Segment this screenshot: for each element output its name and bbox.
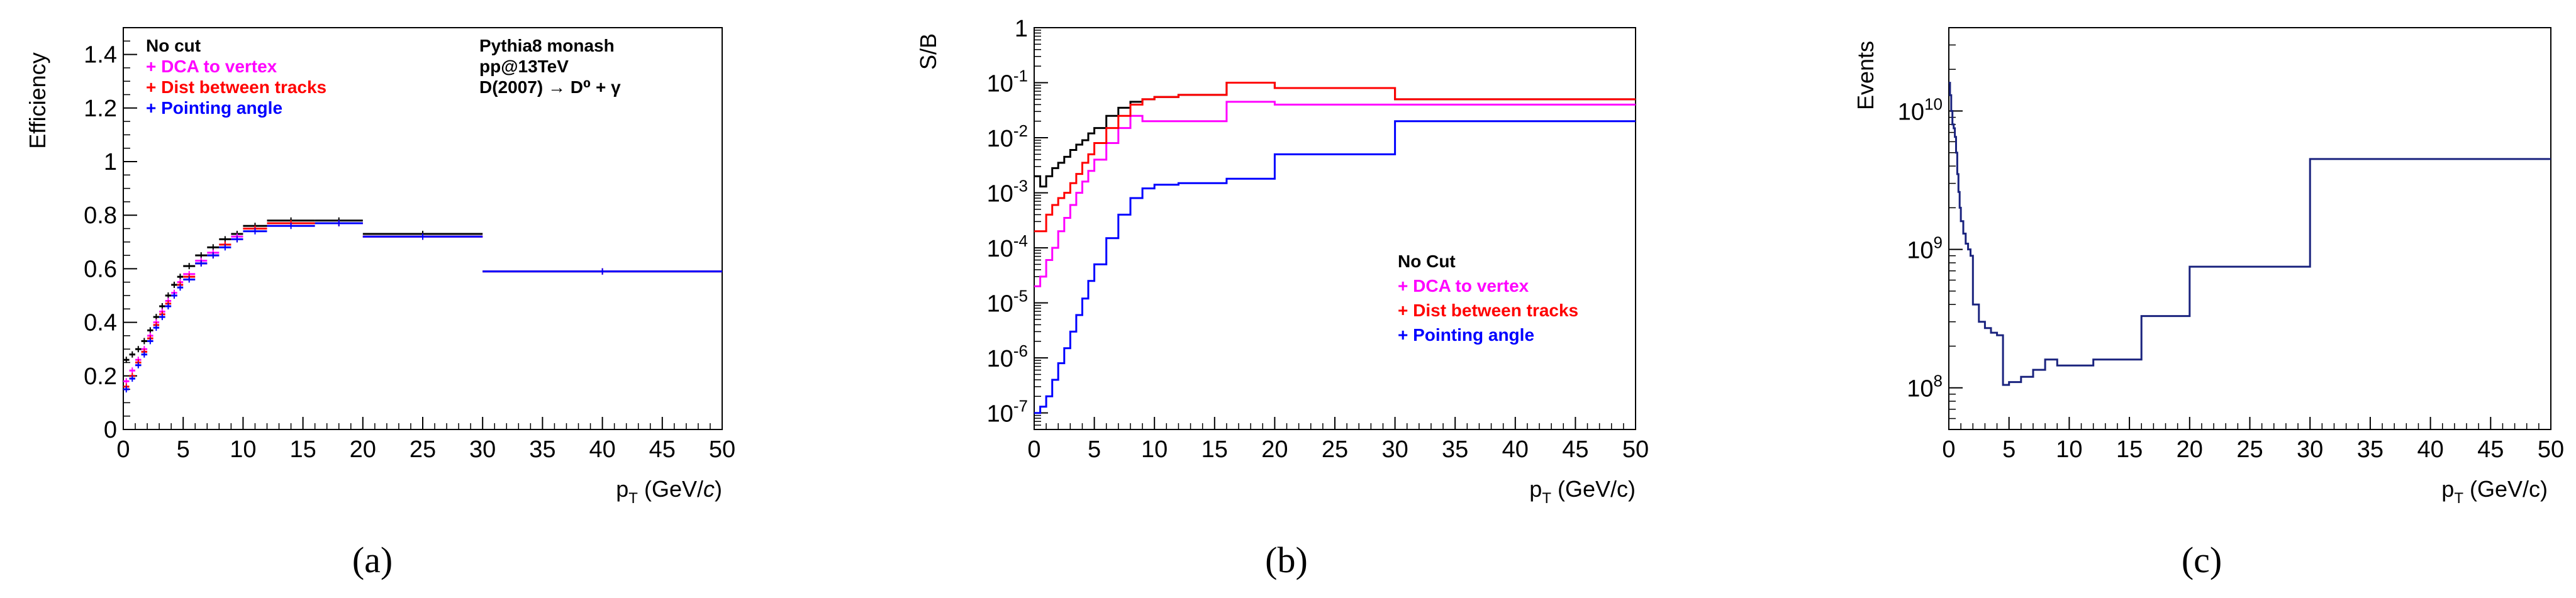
events-x-tick-label: 35 (2357, 436, 2384, 463)
events-y-tick-label: 108 (1907, 372, 1943, 402)
sb-y-tick-label: 10-1 (987, 67, 1028, 97)
events-x-tick-label: 20 (2177, 436, 2203, 463)
efficiency-plot-area: 0 5 10 15 20 25 30 35 40 45 50 0 0.2 0.4 0.6 0.8 1 1.2 1.4 (84, 27, 735, 463)
efficiency-y-tick-label: 0.4 (84, 310, 117, 336)
efficiency-xlabel: pT (GeV/c) (616, 476, 722, 507)
efficiency-x-tick-label: 25 (410, 436, 436, 463)
efficiency-x-tick-label: 5 (177, 436, 190, 463)
efficiency-xlabel-text: pT (GeV/c) (616, 476, 722, 507)
legend-entry-no-cut: No Cut (1398, 252, 1456, 271)
sb-ylabel: S/B (915, 33, 941, 70)
events-series-events (1949, 82, 2551, 386)
efficiency-x-tick-label: 45 (649, 436, 676, 463)
sb-y-tick-label: 10-7 (987, 397, 1028, 428)
efficiency-x-tick-label: 40 (589, 436, 615, 463)
events-xlabel-text: pT (GeV/c) (2441, 476, 2548, 507)
sb-x-tick-label: 15 (1202, 436, 1228, 463)
sb-x-tick-label: 25 (1322, 436, 1348, 463)
legend-entry-pointing: + Pointing angle (1398, 325, 1534, 345)
events-y-tick-label: 109 (1907, 233, 1943, 264)
legend-entry-pointing: + Pointing angle (146, 98, 282, 118)
sb-legend: No Cut + DCA to vertex + Dist between tr… (1398, 252, 1578, 345)
events-x-tick-label: 25 (2236, 436, 2263, 463)
sb-xlabel: pT (GeV/c) (1529, 476, 1636, 507)
events-plot-area: 0 5 10 15 20 25 30 35 40 45 50 108 109 1010 (1898, 27, 2564, 463)
efficiency-y-tick-label: 0 (104, 417, 117, 443)
efficiency-x-tick-label: 10 (230, 436, 256, 463)
efficiency-x-tick-label: 15 (289, 436, 316, 463)
sb-x-tick-label: 30 (1381, 436, 1408, 463)
sb-y-tick-label: 10-4 (987, 231, 1028, 262)
sb-x-tick-label: 45 (1562, 436, 1588, 463)
panel-signal-to-background: 0 5 10 15 20 25 30 35 40 45 50 10-7 10-6 10-5 10-4 10-3… (915, 16, 1649, 580)
efficiency-y-tick-label: 1.4 (84, 42, 117, 69)
events-x-tick-label: 10 (2056, 436, 2082, 463)
efficiency-x-tick-label: 50 (709, 436, 735, 463)
legend-entry-dist: + Dist between tracks (146, 77, 326, 97)
panel-label-a: (a) (352, 540, 393, 580)
sb-x-tick-label: 40 (1502, 436, 1529, 463)
efficiency-ylabel: Efficiency (25, 52, 50, 148)
efficiency-annotations: Pythia8 monash pp@13TeV D(2007) → D⁰ + γ (479, 36, 621, 97)
annotation-collision: pp@13TeV (479, 57, 569, 76)
sb-y-tick-label: 10-6 (987, 341, 1028, 372)
sb-plot-area: 0 5 10 15 20 25 30 35 40 45 50 10-7 10-6 10-5 10-4 10-3… (987, 16, 1649, 463)
events-x-tick-label: 0 (1942, 436, 1955, 463)
efficiency-series-pointing-angle (123, 219, 722, 393)
efficiency-y-tick-label: 0.2 (84, 363, 117, 390)
efficiency-x-tick-label: 35 (529, 436, 555, 463)
sb-series-dist-between-tracks (1034, 82, 1636, 233)
events-x-tick-label: 15 (2116, 436, 2143, 463)
sb-y-tick-label: 10-2 (987, 121, 1028, 152)
panel-efficiency: 0 5 10 15 20 25 30 35 40 45 50 0 0.2 0.4 0.6 0.8 1 1.2 1.4… (25, 27, 735, 580)
events-y-tick-label: 1010 (1898, 95, 1943, 126)
legend-entry-dist: + Dist between tracks (1398, 301, 1578, 320)
events-ylabel: Events (1853, 41, 1878, 110)
legend-entry-no-cut: No cut (146, 36, 201, 55)
efficiency-y-tick-label: 0.6 (84, 256, 117, 282)
legend-entry-dca: + DCA to vertex (146, 57, 277, 76)
events-x-tick-label: 30 (2297, 436, 2323, 463)
panel-events: 0 5 10 15 20 25 30 35 40 45 50 108 109 1010 Events pT… (1853, 27, 2564, 580)
efficiency-x-tick-label: 20 (350, 436, 376, 463)
sb-x-tick-label: 10 (1141, 436, 1168, 463)
sb-xlabel-text: pT (GeV/c) (1529, 476, 1636, 507)
efficiency-legend: No cut + DCA to vertex + Dist between tr… (146, 36, 326, 118)
sb-x-tick-label: 20 (1261, 436, 1288, 463)
panel-label-b: (b) (1265, 540, 1308, 580)
sb-y-tick-label: 1 (1015, 16, 1028, 42)
sb-series-dca-to-vertex (1034, 101, 1636, 287)
panel-label-c: (c) (2182, 540, 2222, 580)
sb-y-tick-label: 10-3 (987, 177, 1028, 208)
sb-x-tick-label: 50 (1622, 436, 1649, 463)
sb-x-tick-label: 5 (1088, 436, 1101, 463)
sb-x-tick-label: 0 (1027, 436, 1040, 463)
events-x-tick-label: 45 (2477, 436, 2504, 463)
annotation-decay: D(2007) → D⁰ + γ (479, 77, 621, 97)
efficiency-y-tick-label: 1.2 (84, 96, 117, 122)
sb-x-tick-label: 35 (1442, 436, 1468, 463)
efficiency-y-tick-label: 1 (104, 149, 117, 175)
sb-y-tick-label: 10-5 (987, 287, 1028, 318)
sb-series-pointing-angle (1034, 120, 1636, 414)
events-xlabel: pT (GeV/c) (2441, 476, 2548, 507)
events-x-tick-label: 40 (2417, 436, 2443, 463)
events-x-tick-label: 5 (2002, 436, 2016, 463)
annotation-generator: Pythia8 monash (479, 36, 615, 55)
efficiency-y-tick-label: 0.8 (84, 202, 117, 229)
legend-entry-dca: + DCA to vertex (1398, 276, 1529, 296)
sb-series-no-cut (1034, 82, 1636, 188)
events-x-tick-label: 50 (2538, 436, 2564, 463)
efficiency-x-tick-label: 0 (116, 436, 130, 463)
efficiency-x-tick-label: 30 (469, 436, 496, 463)
